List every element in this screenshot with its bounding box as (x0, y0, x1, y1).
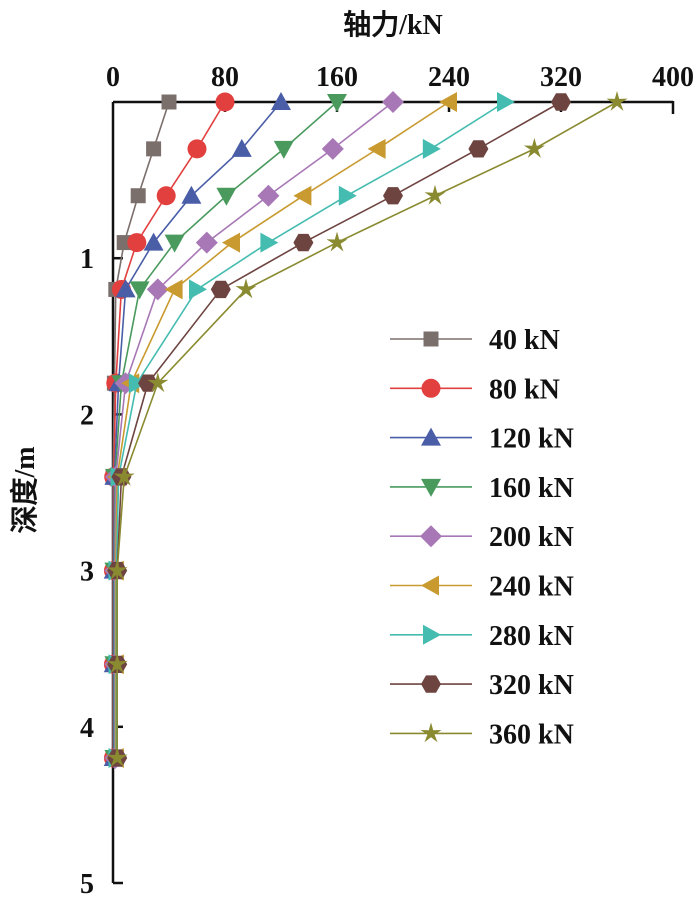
x-tick-label: 0 (106, 62, 120, 93)
legend-item: 40 kN (390, 325, 560, 356)
x-tick-label: 80 (211, 62, 239, 93)
hexagon-marker (383, 187, 403, 205)
triangle-down-marker (327, 94, 347, 112)
triangle-down-marker (164, 234, 185, 253)
square-marker (146, 141, 162, 157)
circle-marker (421, 378, 441, 398)
triangle-down-marker (216, 187, 237, 206)
legend-item: 120 kN (390, 424, 574, 455)
circle-marker (187, 139, 207, 159)
x-axis-label: 轴力/kN (343, 9, 443, 41)
diamond-marker (321, 137, 344, 160)
legend-item: 320 kN (390, 670, 574, 701)
triangle-right-marker (260, 232, 279, 253)
star-marker (523, 137, 545, 158)
legend-label: 360 kN (489, 719, 574, 750)
hexagon-marker (551, 93, 571, 111)
y-tick-label: 1 (80, 244, 94, 275)
circle-marker (127, 233, 147, 253)
square-marker (130, 188, 146, 204)
x-tick-label: 320 (540, 62, 582, 93)
series-200-kn (104, 91, 404, 769)
triangle-up-marker (115, 279, 136, 298)
triangle-right-marker (423, 624, 441, 645)
hexagon-marker (468, 140, 489, 158)
triangle-right-marker (497, 92, 515, 112)
y-tick-label: 2 (80, 400, 94, 431)
legend-label: 240 kN (489, 572, 574, 603)
legend-label: 120 kN (489, 424, 574, 455)
legend: 40 kN 80 kN 120 kN 160 kN 200 kN 240 kN 280 kN… (390, 325, 574, 750)
triangle-right-marker (189, 279, 207, 300)
triangle-down-marker (273, 140, 294, 159)
axes: 0 80 160 240 320 400 1 2 3 4 5 (80, 62, 694, 900)
star-marker (106, 559, 128, 580)
y-tick-label: 4 (80, 713, 94, 744)
legend-label: 320 kN (489, 670, 574, 701)
triangle-down-marker (421, 478, 441, 497)
triangle-left-marker (222, 232, 240, 253)
square-marker (116, 235, 132, 251)
legend-label: 40 kN (489, 325, 560, 356)
legend-item: 160 kN (390, 473, 574, 504)
circle-marker (215, 92, 235, 112)
legend-item: 80 kN (390, 374, 560, 405)
triangle-left-marker (439, 92, 457, 112)
diamond-marker (382, 91, 404, 113)
triangle-right-marker (128, 373, 147, 394)
circle-marker (156, 186, 176, 206)
star-marker (420, 722, 442, 743)
star-marker (106, 653, 128, 674)
legend-item: 200 kN (390, 522, 574, 553)
triangle-right-marker (338, 185, 357, 206)
triangle-up-marker (231, 138, 252, 157)
triangle-left-marker (293, 185, 312, 206)
star-marker (424, 184, 446, 205)
diamond-marker (420, 525, 442, 548)
triangle-left-marker (421, 575, 439, 596)
triangle-left-marker (367, 138, 386, 159)
star-marker (106, 747, 128, 767)
x-tick-label: 160 (316, 62, 358, 93)
series-line (114, 101, 394, 759)
diamond-marker (257, 184, 280, 207)
y-axis-label: 深度/m (9, 446, 41, 533)
legend-item: 280 kN (390, 621, 574, 652)
star-marker (147, 372, 169, 393)
star-marker (606, 91, 628, 111)
hexagon-marker (138, 374, 158, 392)
triangle-up-marker (271, 92, 291, 110)
triangle-up-marker (181, 185, 202, 204)
legend-label: 200 kN (489, 522, 574, 553)
y-tick-label: 3 (80, 557, 94, 588)
diamond-marker (195, 231, 218, 254)
triangle-left-marker (164, 279, 183, 300)
triangle-down-marker (129, 281, 150, 300)
star-marker (235, 278, 257, 299)
triangle-up-marker (421, 427, 441, 446)
triangle-right-marker (422, 138, 441, 159)
hexagon-marker (421, 675, 441, 693)
legend-item: 240 kN (390, 572, 574, 603)
legend-label: 80 kN (489, 374, 560, 405)
series-line (116, 101, 618, 759)
x-tick-label: 400 (652, 62, 694, 93)
diamond-marker (146, 278, 169, 301)
legend-item: 360 kN (390, 719, 574, 750)
star-marker (326, 231, 348, 252)
triangle-up-marker (143, 232, 164, 251)
square-marker (161, 94, 177, 110)
x-tick-label: 240 (428, 62, 470, 93)
hexagon-marker (293, 233, 314, 252)
series-360-kn (106, 91, 628, 767)
y-tick-label: 5 (80, 869, 94, 900)
legend-label: 160 kN (489, 473, 574, 504)
legend-label: 280 kN (489, 621, 574, 652)
star-marker (113, 465, 135, 486)
series-group (103, 91, 628, 769)
square-marker (423, 331, 439, 347)
hexagon-marker (210, 280, 231, 299)
